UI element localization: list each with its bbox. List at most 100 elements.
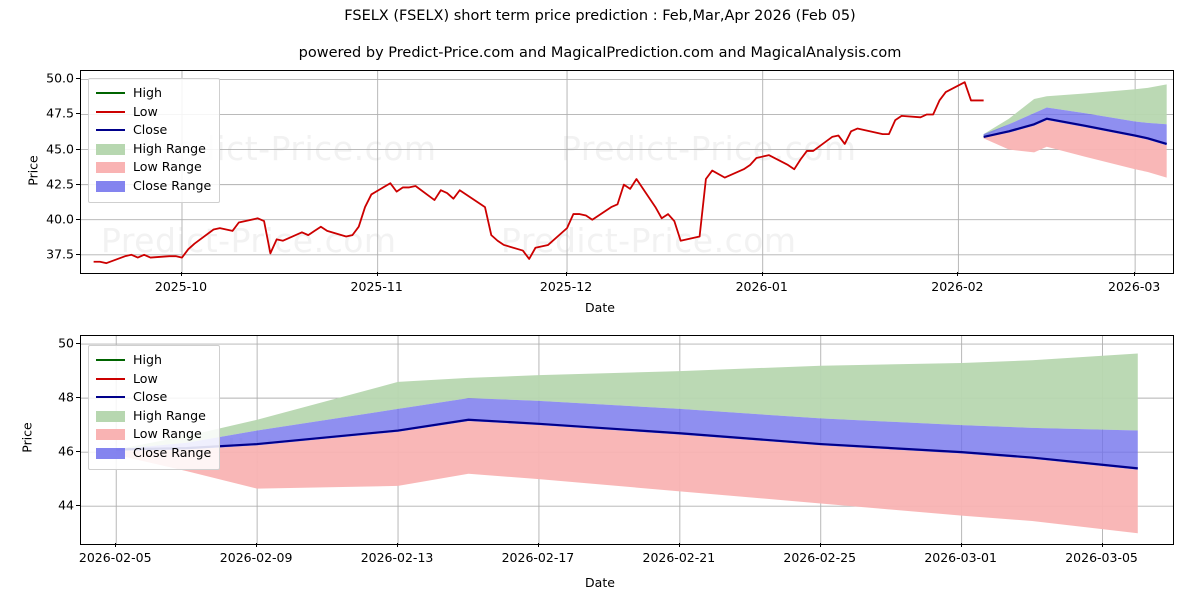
x-tick-mark [180, 272, 182, 276]
legend-label: High Range [133, 140, 206, 156]
legend-item-low-range: Low Range [96, 425, 211, 444]
y-tick-label: 48 [58, 389, 74, 405]
x-tick-label: 2025-11 [350, 279, 403, 294]
top-chart-plot-area: Predict-Price.com Predict-Price.com Pred… [80, 70, 1174, 274]
x-tick-mark [115, 543, 117, 547]
x-tick-label: 2026-01 [735, 279, 788, 294]
x-tick-label: 2026-02-09 [219, 550, 293, 565]
legend-item-close: Close [96, 121, 211, 140]
y-tick-label: 44 [58, 497, 74, 513]
legend-label: Low [133, 103, 158, 119]
legend-label: Low [133, 370, 158, 386]
legend-item-high: High [96, 351, 211, 370]
y-tick-label: 47.5 [46, 105, 74, 121]
legend-swatch-close [96, 396, 125, 399]
y-tick-label: 50 [58, 335, 74, 351]
x-tick-label: 2026-03-01 [924, 550, 997, 565]
bottom-chart-panel: Predict-Price.com Predict-Price.com 44 46… [0, 320, 1200, 600]
page-title: FSELX (FSELX) short term price predictio… [344, 8, 856, 24]
legend-swatch-high-range [96, 143, 125, 155]
x-tick-label: 2026-02-05 [78, 550, 152, 565]
top-chart-panel: Predict-Price.com Predict-Price.com Pred… [25, 70, 1174, 315]
x-tick-mark [397, 543, 399, 547]
y-tick-label: 42.5 [46, 176, 74, 192]
y-tick-label: 46 [58, 443, 74, 459]
legend-label: Close Range [133, 444, 212, 460]
x-tick-mark [957, 272, 959, 276]
y-tick-mark [76, 78, 80, 80]
x-tick-mark [256, 543, 258, 547]
y-tick-mark [76, 397, 80, 399]
x-tick-label: 2025-10 [154, 279, 208, 294]
legend-item-close-range: Close Range [96, 444, 211, 463]
x-tick-label: 2026-02-21 [642, 550, 716, 565]
legend-label: Close [133, 122, 168, 138]
y-tick-mark [76, 183, 80, 185]
legend-item-low: Low [96, 103, 211, 122]
x-tick-mark [761, 272, 763, 276]
x-tick-mark [819, 543, 821, 547]
x-tick-mark [376, 272, 378, 276]
legend-label: High [133, 85, 162, 100]
legend-item-close-range: Close Range [96, 177, 211, 196]
legend-item-high: High [96, 84, 211, 103]
legend-swatch-low [96, 377, 125, 380]
y-tick-mark [76, 505, 80, 507]
x-tick-label: 2026-03 [1108, 279, 1161, 294]
y-tick-mark [76, 451, 80, 453]
legend-swatch-close-range [96, 180, 125, 192]
legend-swatch-high [96, 359, 125, 362]
watermark-text: Predict-Price.com [561, 129, 857, 168]
legend-swatch-high-range [96, 410, 125, 422]
y-tick-label: 45.0 [46, 141, 74, 157]
watermark-text: Predict-Price.com [101, 221, 397, 260]
x-tick-label: 2026-03-05 [1065, 550, 1138, 565]
legend-item-high-range: High Range [96, 140, 211, 159]
legend-label: Close [133, 389, 168, 405]
page-subtitle: powered by Predict-Price.com and Magical… [298, 45, 902, 61]
legend-swatch-close-range [96, 447, 125, 459]
top-chart-svg [81, 71, 1173, 273]
legend-swatch-low-range [96, 162, 125, 174]
x-tick-mark [1134, 272, 1136, 276]
y-tick-mark [76, 113, 80, 115]
x-tick-label: 2025-12 [539, 279, 593, 294]
y-tick-mark [76, 343, 80, 345]
legend-label: Low Range [133, 159, 202, 175]
top-chart-legend: High Low Close High Range Low Range Close Ran… [88, 78, 221, 203]
y-tick-label: 50.0 [46, 70, 74, 86]
top-chart-x-axis-label: Date [585, 300, 615, 315]
y-tick-mark [76, 253, 80, 255]
y-tick-mark [76, 218, 80, 220]
legend-item-close: Close [96, 388, 211, 407]
legend-item-low: Low [96, 370, 211, 389]
x-tick-label: 2026-02-17 [501, 550, 575, 565]
y-tick-mark [76, 148, 80, 150]
x-tick-label: 2026-02-13 [360, 550, 434, 565]
legend-swatch-high [96, 92, 125, 95]
legend-swatch-close [96, 129, 125, 132]
x-tick-mark [1101, 543, 1103, 547]
x-tick-mark [537, 543, 539, 547]
bottom-chart-y-axis-label: Price [19, 422, 35, 453]
bottom-chart-plot-area: Predict-Price.com Predict-Price.com [80, 335, 1174, 545]
x-tick-label: 2026-02-25 [783, 550, 857, 565]
x-tick-label: 2026-02 [931, 279, 984, 294]
x-tick-mark [960, 543, 962, 547]
watermark-text: Predict-Price.com [501, 221, 797, 260]
top-chart-y-axis-label: Price [25, 155, 41, 186]
y-tick-label: 37.5 [46, 246, 74, 262]
legend-swatch-low-range [96, 429, 125, 441]
x-tick-mark [566, 272, 568, 276]
bottom-chart-legend: High Low Close High Range Low Range Close Ran… [88, 345, 221, 470]
legend-label: High [133, 352, 162, 367]
y-tick-label: 40.0 [46, 211, 74, 227]
legend-swatch-low [96, 110, 125, 113]
x-tick-mark [678, 543, 680, 547]
legend-label: High Range [133, 407, 206, 423]
legend-label: Close Range [133, 177, 212, 193]
legend-item-high-range: High Range [96, 407, 211, 426]
bottom-chart-svg [81, 336, 1173, 544]
legend-item-low-range: Low Range [96, 158, 211, 177]
